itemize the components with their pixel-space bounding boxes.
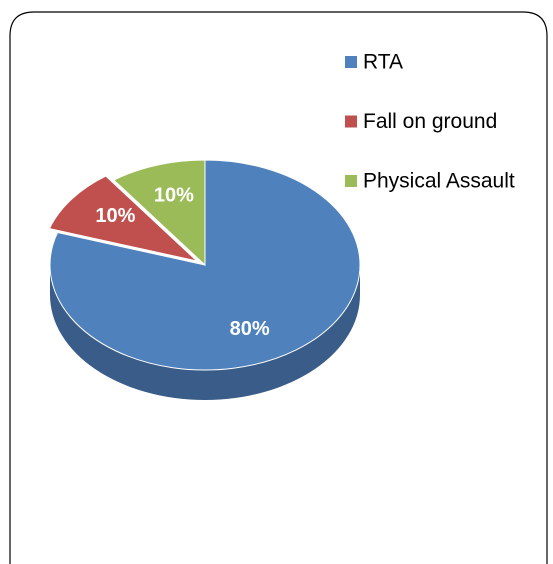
legend-swatch: [345, 175, 357, 187]
legend-label: RTA: [363, 51, 403, 74]
legend-swatch: [345, 115, 357, 128]
slice: [49, 159, 361, 371]
legend-swatch: [345, 56, 357, 68]
legend: RTA Fall on ground Physical Assault: [345, 51, 515, 193]
value-label: 80%: [230, 318, 270, 340]
slice: [113, 159, 206, 267]
pie-tops: [48, 159, 361, 371]
frame: [9, 11, 548, 564]
value-label: 10%: [154, 184, 194, 206]
legend-label: Fall on ground: [363, 110, 497, 133]
value-label: 10%: [95, 205, 135, 227]
legend-label: Physical Assault: [363, 170, 515, 193]
slice-side: [50, 265, 360, 400]
pie-sides: [50, 265, 360, 400]
value-labels: 80% 10% 10%: [95, 184, 270, 340]
slice: [48, 175, 199, 262]
